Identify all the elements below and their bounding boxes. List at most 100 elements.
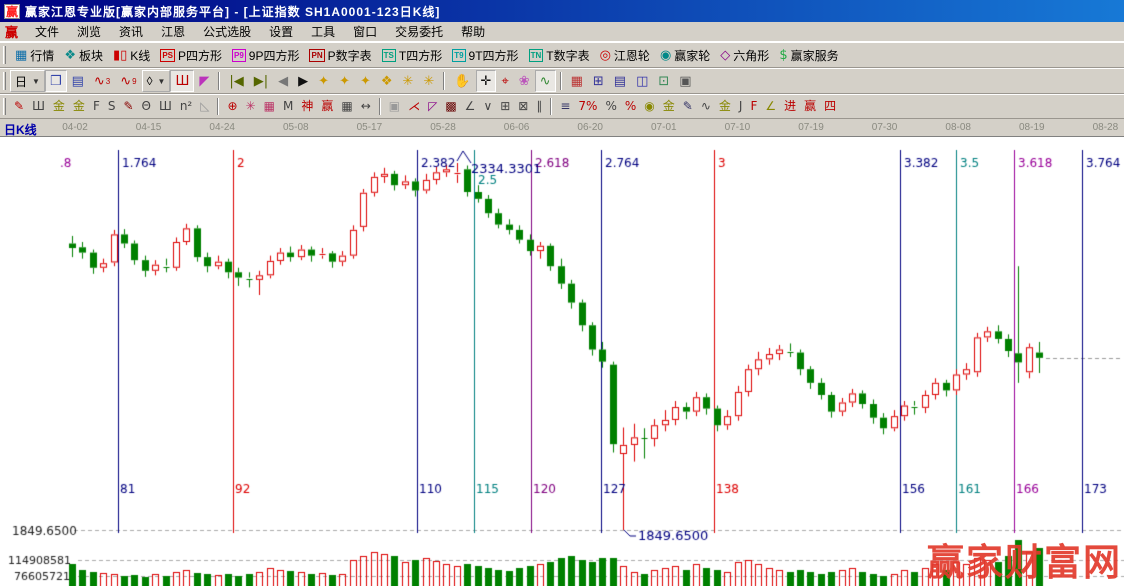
draw-star-web[interactable]: ✳ <box>242 96 260 118</box>
indicator-panel[interactable]: ◤ <box>194 70 214 92</box>
wave-count[interactable]: ∿ <box>534 70 556 92</box>
draw-pen[interactable]: ✎ <box>10 96 28 118</box>
multi-kline[interactable]: Ш <box>170 70 195 92</box>
draw-pen-2[interactable]: ✎ <box>119 96 137 118</box>
toolbar-grip[interactable] <box>3 46 6 64</box>
draw-fan[interactable]: ⋌ <box>404 96 424 118</box>
tb-quotes[interactable]: ▦ 行情 <box>10 44 59 66</box>
tb-winner-wheel[interactable]: ◉ 赢家轮 <box>655 44 715 66</box>
tool-wave[interactable]: ∿ <box>697 96 715 118</box>
gann-nav-left[interactable]: ✦ <box>313 70 334 92</box>
chart-style[interactable]: ❒ <box>44 70 67 92</box>
tool-percent[interactable]: % <box>601 96 620 118</box>
tool-angle-f[interactable]: F <box>746 96 761 118</box>
draw-time-circle[interactable]: Θ <box>138 96 155 118</box>
tool-note-pen[interactable]: ✎ <box>679 96 697 118</box>
last-bar[interactable]: ▶| <box>249 70 273 92</box>
tool-gold-circle[interactable]: ◉ <box>640 96 658 118</box>
draw-shen-grid[interactable]: 神 <box>297 96 317 118</box>
menu-trade[interactable]: 交易委托 <box>395 24 444 39</box>
data-link[interactable]: ⊡ <box>653 70 674 92</box>
tool-angle-j[interactable]: J <box>735 96 747 118</box>
gann-nav-star-2[interactable]: ✳ <box>418 70 439 92</box>
draw-fibo-section[interactable]: F <box>89 96 104 118</box>
draw-filled-grid[interactable]: ▩ <box>441 96 460 118</box>
draw-span-measure[interactable]: ↔ <box>357 96 375 118</box>
draw-set-square[interactable]: ◺ <box>196 96 213 118</box>
gann-nav-cross[interactable]: ❖ <box>376 70 398 92</box>
draw-trend-angle[interactable]: ∠ <box>461 96 480 118</box>
pattern-tool[interactable]: ❀ <box>514 70 535 92</box>
tb-t-square[interactable]: TS T四方形 <box>377 44 448 66</box>
menu-help[interactable]: 帮助 <box>461 24 486 39</box>
draw-box[interactable]: ▣ <box>385 96 404 118</box>
calculator[interactable]: ⊞ <box>588 70 609 92</box>
draw-time-grid[interactable]: Ш <box>28 96 49 118</box>
tool-levels[interactable]: ≡ <box>556 96 574 118</box>
ma-3-lines[interactable]: ∿ 3 <box>89 70 115 92</box>
draw-square-of-nine[interactable]: n² <box>176 96 196 118</box>
draw-grid-a[interactable]: ⊞ <box>496 96 514 118</box>
tb-9t-square[interactable]: T9 9T四方形 <box>447 44 523 66</box>
tool-gold-2[interactable]: 金 <box>715 96 735 118</box>
toolbar-grip[interactable] <box>3 72 6 90</box>
zoom-mark[interactable]: ⌖ <box>496 70 513 92</box>
tb-winner-service[interactable]: $ 赢家服务 <box>774 44 843 66</box>
draw-gann-circle[interactable]: ⊕ <box>223 96 241 118</box>
draw-v-lines[interactable]: ∨ <box>479 96 496 118</box>
first-bar[interactable]: |◀ <box>224 70 248 92</box>
info-board[interactable]: ▤ <box>67 70 89 92</box>
kline-chart[interactable] <box>0 137 1124 586</box>
tool-angle-gold[interactable]: ∠ <box>761 96 780 118</box>
draw-gold-section[interactable]: 金 <box>49 96 69 118</box>
prev-bar[interactable]: ◀ <box>273 70 293 92</box>
tool-ying[interactable]: 赢 <box>800 96 820 118</box>
menu-window[interactable]: 窗口 <box>353 24 378 39</box>
draw-fan-box[interactable]: ◸ <box>424 96 441 118</box>
tool-7-percent[interactable]: 7% <box>574 96 601 118</box>
tb-sectors[interactable]: ❖ 板块 <box>59 44 108 66</box>
draw-number-grid-icon: ▦ <box>341 99 353 113</box>
draw-parallel-lines[interactable]: ∥ <box>532 96 546 118</box>
draw-number-grid[interactable]: ▦ <box>337 96 356 118</box>
memo[interactable]: ▤ <box>609 70 631 92</box>
draw-time-lines[interactable]: Ш <box>155 96 176 118</box>
tb-p-number-table[interactable]: PN P数字表 <box>304 44 376 66</box>
toolbar-grip[interactable] <box>3 98 6 115</box>
tool-gold-line[interactable]: 金 <box>659 96 679 118</box>
tb-gann-wheel[interactable]: ◎ 江恩轮 <box>595 44 655 66</box>
menu-formula-picker[interactable]: 公式选股 <box>203 24 252 39</box>
gann-nav-right[interactable]: ✦ <box>334 70 355 92</box>
gann-nav-star[interactable]: ✳ <box>398 70 419 92</box>
draw-gold-section-2[interactable]: 金 <box>69 96 89 118</box>
tool-jin[interactable]: 进 <box>780 96 800 118</box>
tb-t-number-table[interactable]: TN T数字表 <box>524 44 595 66</box>
tb-9p-square[interactable]: P9 9P四方形 <box>227 44 304 66</box>
next-bar[interactable]: ▶ <box>293 70 313 92</box>
menu-file[interactable]: 文件 <box>35 24 60 39</box>
menu-browse[interactable]: 浏览 <box>77 24 102 39</box>
draw-square-web[interactable]: ▦ <box>260 96 279 118</box>
menu-tools[interactable]: 工具 <box>311 24 336 39</box>
draw-wave-marker[interactable]: M <box>279 96 297 118</box>
pan-hand[interactable]: ✋ <box>449 70 475 92</box>
save[interactable]: ◫ <box>631 70 653 92</box>
menu-news[interactable]: 资讯 <box>119 24 144 39</box>
scale-combo[interactable]: ◊ ▼ <box>141 70 171 92</box>
print[interactable]: ▣ <box>674 70 696 92</box>
tool-si[interactable]: 四 <box>820 96 840 118</box>
menu-gann[interactable]: 江恩 <box>161 24 186 39</box>
menu-settings[interactable]: 设置 <box>269 24 294 39</box>
tool-percent-line[interactable]: % <box>621 96 640 118</box>
period-combo[interactable]: 日 ▼ <box>10 70 45 92</box>
calendar[interactable]: ▦ <box>566 70 588 92</box>
tb-kline[interactable]: ▮▯ K线 <box>108 44 155 66</box>
tb-hexagon[interactable]: ◇ 六角形 <box>715 44 774 66</box>
tb-p-square[interactable]: PS P四方形 <box>155 44 227 66</box>
gann-nav-both[interactable]: ✦ <box>355 70 376 92</box>
ma-9-lines[interactable]: ∿ 9 <box>115 70 141 92</box>
draw-grid-b[interactable]: ⊠ <box>514 96 532 118</box>
crosshair[interactable]: ✛ <box>475 70 497 92</box>
draw-win-grid[interactable]: 赢 <box>317 96 337 118</box>
draw-spiral[interactable]: S <box>104 96 120 118</box>
